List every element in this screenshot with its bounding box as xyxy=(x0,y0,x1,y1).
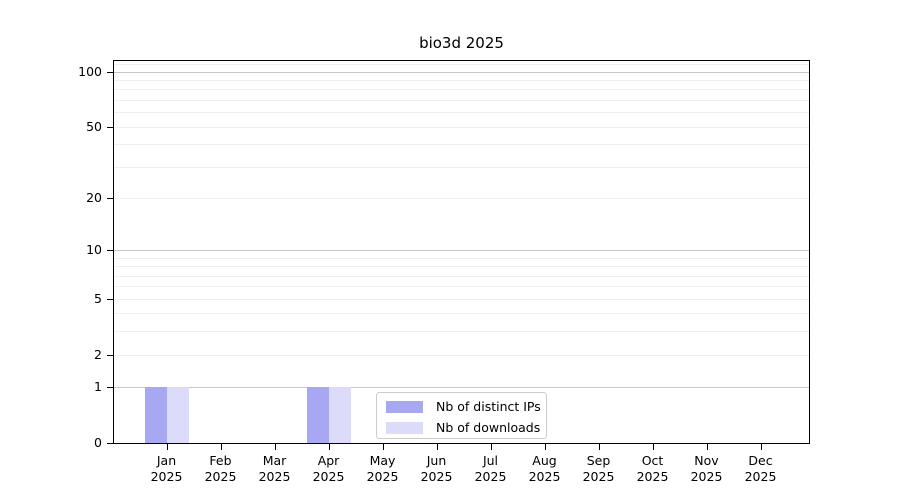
gridline-minor xyxy=(114,144,809,145)
legend-label: Nb of downloads xyxy=(436,420,541,435)
x-tick xyxy=(436,444,438,450)
x-tick-year: 2025 xyxy=(474,468,507,484)
bar-downloads xyxy=(166,387,189,443)
x-tick-month: Jun xyxy=(426,453,447,468)
y-tick-label: 100 xyxy=(78,63,102,79)
x-tick-label: Apr 2025 xyxy=(297,453,361,484)
x-tick xyxy=(274,444,276,450)
legend-label: Nb of distinct IPs xyxy=(436,399,541,414)
x-tick-year: 2025 xyxy=(744,468,777,484)
gridline-minor xyxy=(114,286,809,288)
x-tick xyxy=(652,444,654,450)
x-tick-label: May 2025 xyxy=(351,453,415,484)
x-tick-month: Apr xyxy=(317,453,340,468)
x-tick-month: Dec xyxy=(748,453,773,468)
x-tick xyxy=(220,444,222,450)
x-tick xyxy=(598,444,600,450)
y-tick-label: 5 xyxy=(94,290,102,306)
x-tick-month: Feb xyxy=(209,453,232,468)
bar-distinct-ips xyxy=(144,387,167,443)
bar-distinct-ips xyxy=(306,387,329,443)
y-tick-label: 2 xyxy=(94,346,102,362)
chart-title: bio3d 2025 xyxy=(419,34,504,52)
x-tick-year: 2025 xyxy=(636,468,669,484)
x-tick-label: Oct 2025 xyxy=(621,453,685,484)
legend-item: Nb of distinct IPs xyxy=(386,397,541,416)
gridline-major xyxy=(114,71,809,73)
bar-downloads xyxy=(328,387,351,443)
legend-swatch xyxy=(386,400,423,413)
x-tick xyxy=(490,444,492,450)
x-tick-label: Dec 2025 xyxy=(729,453,793,484)
y-tick xyxy=(107,71,113,73)
x-tick-label: Sep 2025 xyxy=(567,453,631,484)
x-tick-year: 2025 xyxy=(258,468,291,484)
x-tick-month: Sep xyxy=(586,453,611,468)
x-tick xyxy=(328,444,330,450)
y-tick xyxy=(107,126,113,128)
x-tick-year: 2025 xyxy=(366,468,399,484)
legend-swatch xyxy=(386,421,423,434)
x-tick xyxy=(760,444,762,450)
plot-area xyxy=(113,60,810,444)
x-tick-month: Oct xyxy=(641,453,664,468)
gridline-minor xyxy=(114,79,809,81)
x-tick-label: Jun 2025 xyxy=(405,453,469,484)
x-tick-label: Jan 2025 xyxy=(135,453,199,484)
gridline-minor xyxy=(114,298,809,300)
x-tick-month: Jul xyxy=(482,453,499,468)
x-tick-label: Mar 2025 xyxy=(243,453,307,484)
y-tick xyxy=(107,298,113,300)
x-tick-year: 2025 xyxy=(420,468,453,484)
gridline-minor xyxy=(114,63,809,65)
y-tick xyxy=(107,387,113,389)
x-tick xyxy=(544,444,546,450)
gridline-major xyxy=(114,387,809,389)
y-tick xyxy=(107,197,113,199)
x-tick-year: 2025 xyxy=(582,468,615,484)
y-tick-label: 50 xyxy=(86,118,102,134)
x-tick-year: 2025 xyxy=(690,468,723,484)
x-tick xyxy=(382,444,384,450)
gridline-minor xyxy=(114,266,809,268)
x-tick-year: 2025 xyxy=(312,468,345,484)
y-tick xyxy=(107,354,113,356)
x-tick xyxy=(706,444,708,450)
y-tick-label: 1 xyxy=(94,379,102,395)
gridline-minor xyxy=(114,89,809,91)
gridline-minor xyxy=(114,331,809,333)
x-tick-month: Aug xyxy=(532,453,557,468)
y-tick-label: 20 xyxy=(86,189,102,205)
x-tick-year: 2025 xyxy=(528,468,561,484)
gridline-minor xyxy=(114,354,809,356)
x-tick-label: Nov 2025 xyxy=(675,453,739,484)
gridline-minor xyxy=(114,126,809,128)
y-tick-label: 10 xyxy=(86,242,102,257)
gridline-minor xyxy=(114,166,809,168)
x-tick-month: Nov xyxy=(694,453,719,468)
gridline-minor xyxy=(114,313,809,315)
x-tick-month: May xyxy=(369,453,396,468)
y-tick xyxy=(107,443,113,444)
gridline-minor xyxy=(114,275,809,277)
x-tick-month: Jan xyxy=(156,453,177,468)
gridline-major xyxy=(114,250,809,251)
x-tick-month: Mar xyxy=(262,453,287,468)
legend: Nb of distinct IPs Nb of downloads xyxy=(376,392,547,439)
x-tick xyxy=(166,444,168,450)
x-tick-label: Feb 2025 xyxy=(189,453,253,484)
gridline-minor xyxy=(114,112,809,113)
legend-item: Nb of downloads xyxy=(386,418,540,437)
gridline-minor xyxy=(114,99,809,101)
y-tick-label: 0 xyxy=(94,435,102,450)
x-tick-year: 2025 xyxy=(204,468,237,484)
y-tick xyxy=(107,250,113,251)
x-tick-year: 2025 xyxy=(150,468,183,484)
gridline-minor xyxy=(114,257,809,259)
x-tick-label: Jul 2025 xyxy=(459,453,523,484)
gridline-minor xyxy=(114,197,809,199)
x-tick-label: Aug 2025 xyxy=(513,453,577,484)
